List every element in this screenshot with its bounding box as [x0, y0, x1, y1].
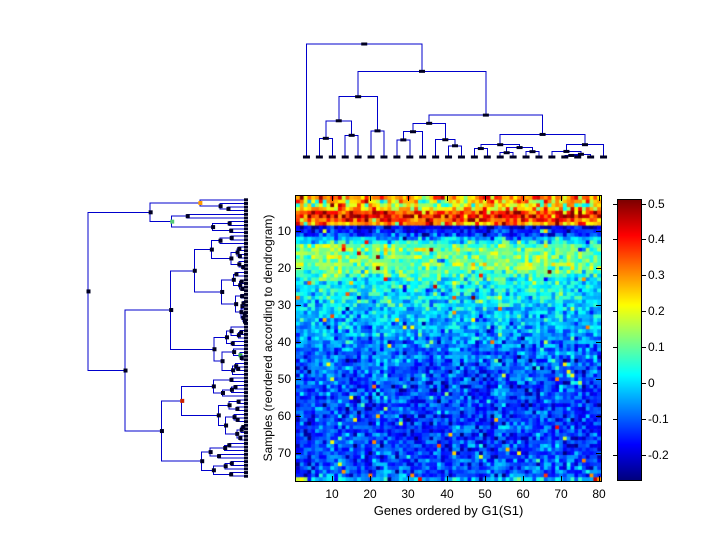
- y-tick-label: 70: [277, 446, 291, 460]
- colorbar-tick-label: -0.1: [648, 412, 669, 426]
- x-tick-label: 20: [363, 487, 377, 501]
- heatmap-image: [296, 196, 601, 481]
- x-tick-label: 40: [440, 487, 454, 501]
- colorbar-tick-label: 0.5: [648, 197, 665, 211]
- heatmap-axes: [295, 195, 602, 482]
- y-tick-label: 40: [277, 335, 291, 349]
- y-tick-label: 50: [277, 372, 291, 386]
- colorbar-tick-label: 0.2: [648, 304, 665, 318]
- x-tick-label: 50: [478, 487, 492, 501]
- x-tick-label: 70: [554, 487, 568, 501]
- y-tick-label: 60: [277, 409, 291, 423]
- y-tick-label: 10: [277, 224, 291, 238]
- y-tick-label: 30: [277, 298, 291, 312]
- colorbar-tick-label: 0.3: [648, 268, 665, 282]
- colorbar-gradient: [618, 200, 641, 480]
- colorbar-tick-label: 0: [648, 376, 655, 390]
- x-tick-label: 60: [516, 487, 530, 501]
- colorbar-tick-label: 0.4: [648, 232, 665, 246]
- x-tick-label: 80: [592, 487, 606, 501]
- colorbar: [617, 199, 642, 481]
- x-axis-label: Genes ordered by G1(S1): [373, 503, 524, 518]
- y-tick-label: 20: [277, 261, 291, 275]
- x-tick-label: 30: [401, 487, 415, 501]
- x-tick-label: 10: [325, 487, 339, 501]
- colorbar-tick-label: -0.2: [648, 448, 669, 462]
- colorbar-tick-label: 0.1: [648, 340, 665, 354]
